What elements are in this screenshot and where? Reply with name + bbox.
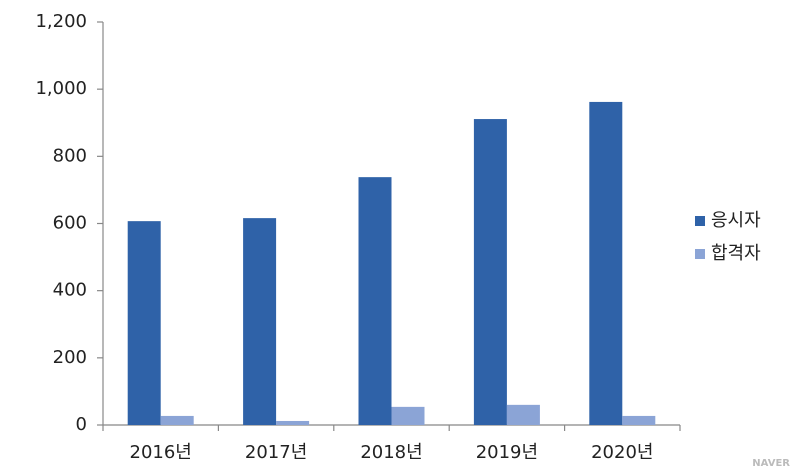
legend-label: 합격자 <box>711 243 761 264</box>
y-tick-label: 200 <box>53 347 87 368</box>
legend-swatch <box>695 216 705 226</box>
y-tick-label: 1,200 <box>35 11 87 32</box>
y-tick-label: 800 <box>53 145 87 166</box>
bar <box>622 415 656 425</box>
x-tick-label: 2019년 <box>476 442 538 463</box>
y-tick-label: 600 <box>53 213 87 234</box>
bar <box>127 221 161 425</box>
legend-swatch <box>695 249 705 259</box>
y-tick-label: 1,000 <box>35 78 87 99</box>
bar <box>506 404 540 425</box>
bar <box>589 101 623 425</box>
bar <box>276 420 310 425</box>
x-tick-label: 2018년 <box>360 442 422 463</box>
x-tick-label: 2016년 <box>130 442 192 463</box>
bar <box>473 119 507 425</box>
bar <box>358 177 392 425</box>
legend-label: 응시자 <box>711 210 761 231</box>
watermark: NAVER <box>752 458 790 469</box>
x-tick-label: 2020년 <box>591 442 653 463</box>
bar <box>243 218 277 425</box>
bar <box>391 406 425 425</box>
y-tick-label: 400 <box>53 280 87 301</box>
x-tick-label: 2017년 <box>245 442 307 463</box>
y-tick-label: 0 <box>76 414 87 435</box>
bar <box>160 415 194 425</box>
